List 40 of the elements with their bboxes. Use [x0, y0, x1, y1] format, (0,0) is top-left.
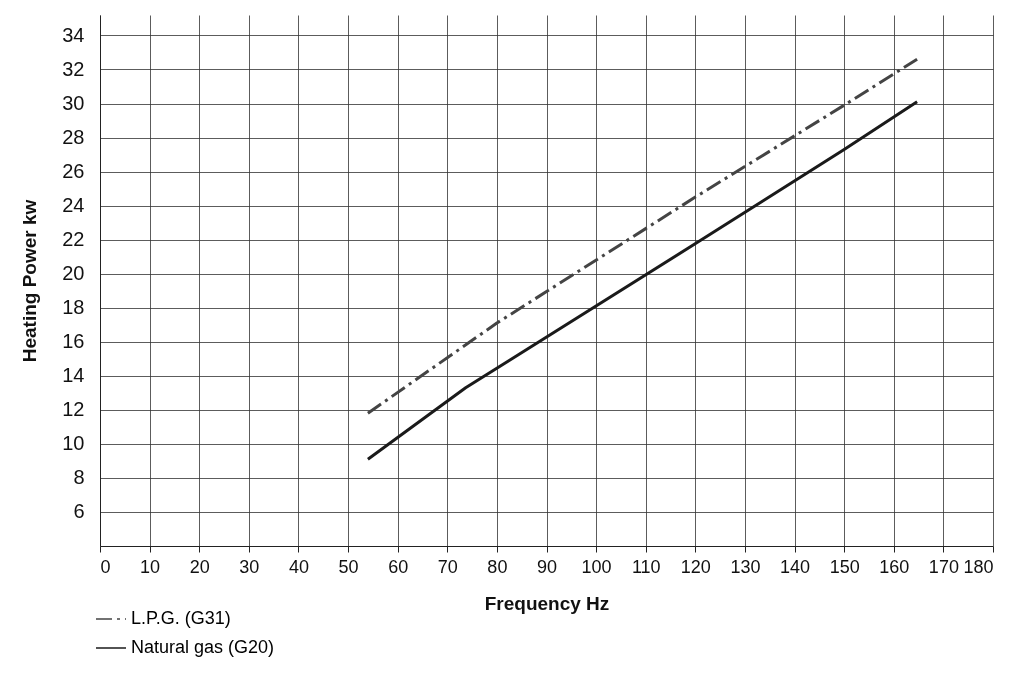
x-tick-label: 40: [288, 556, 309, 577]
y-tick-label: 16: [62, 330, 85, 353]
x-tick-label: 90: [536, 556, 558, 577]
x-tick-label: 100: [581, 556, 612, 577]
x-tick-label: 160: [879, 556, 910, 577]
y-tick-label: 30: [62, 92, 85, 114]
y-tick-label: 32: [62, 57, 85, 80]
x-tick-label: 50: [338, 556, 359, 577]
y-tick-label: 20: [62, 262, 85, 285]
y-tick-label: 24: [62, 194, 85, 217]
y-tick-label: 10: [62, 432, 85, 455]
x-tick-label: 20: [189, 556, 210, 577]
x-tick-label: 70: [437, 556, 458, 577]
y-tick-label: 26: [62, 160, 85, 183]
legend-label: L.P.G. (G31): [131, 608, 231, 628]
x-tick-label: 130: [730, 556, 761, 577]
line-series: [366, 57, 919, 415]
x-tick-label: 60: [388, 556, 409, 577]
y-axis-title: Heating Power kw: [19, 199, 41, 363]
x-tick-label: 180: [963, 556, 994, 577]
y-tick-label: 12: [62, 398, 85, 421]
x-tick-label: 30: [239, 556, 260, 577]
x-tick-label: 10: [140, 556, 161, 577]
x-tick-label: 140: [780, 556, 811, 577]
y-tick-label: 14: [62, 364, 85, 387]
y-tick-label: 8: [73, 466, 85, 489]
y-tick-label: 22: [62, 228, 85, 251]
x-tick-label: 110: [631, 556, 661, 577]
line-series: [366, 100, 919, 461]
x-tick-label: 150: [829, 556, 860, 577]
x-axis-title: Frequency Hz: [484, 592, 610, 614]
x-tick-label: 0: [100, 556, 111, 577]
legend-label: Natural gas (G20): [131, 637, 275, 657]
y-tick-label: 28: [62, 126, 85, 149]
x-tick-label: 80: [487, 556, 508, 577]
x-tick-label: 170: [928, 556, 959, 577]
x-tick-label: 120: [680, 556, 711, 577]
y-tick-label: 34: [62, 23, 85, 46]
y-tick-label: 6: [73, 500, 85, 523]
y-tick-label: 18: [62, 296, 85, 319]
